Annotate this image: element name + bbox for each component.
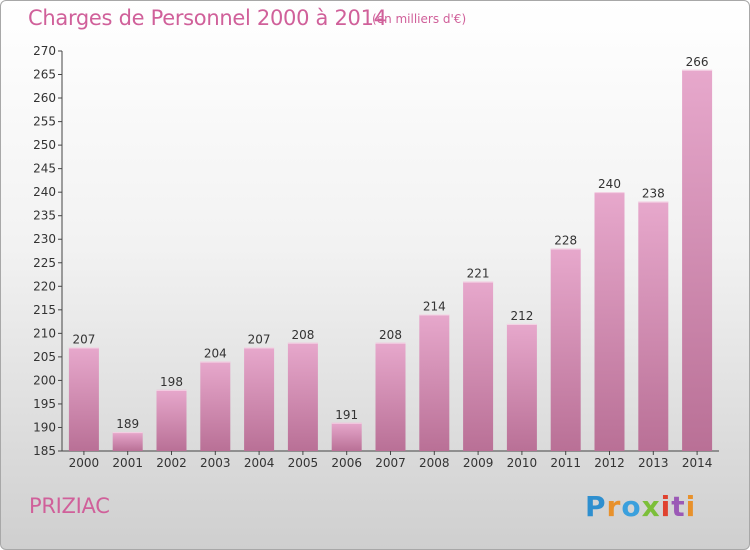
data-label: 208 bbox=[379, 328, 402, 342]
bar bbox=[331, 422, 362, 451]
x-tick-label: 2007 bbox=[375, 456, 406, 470]
data-label: 204 bbox=[204, 347, 227, 361]
logo-letter: o bbox=[621, 490, 642, 523]
bar bbox=[638, 201, 669, 451]
logo-letter: i bbox=[685, 490, 697, 523]
data-label: 198 bbox=[160, 375, 183, 389]
data-label: 207 bbox=[248, 332, 271, 346]
data-label: 189 bbox=[116, 417, 139, 431]
chart-subtitle: (en milliers d'€) bbox=[372, 12, 467, 26]
y-tick-label: 195 bbox=[33, 397, 56, 411]
x-tick-label: 2013 bbox=[638, 456, 669, 470]
y-tick-label: 235 bbox=[33, 209, 56, 223]
bar bbox=[68, 347, 99, 451]
y-tick-label: 210 bbox=[33, 326, 56, 340]
bar-series: 207 189 198 204 207 208 191 208 214 221 212 228 240 2… bbox=[68, 55, 713, 452]
y-tick-label: 265 bbox=[33, 68, 56, 82]
proxiti-logo[interactable]: Proxiti bbox=[585, 490, 696, 523]
y-tick-label: 240 bbox=[33, 185, 56, 199]
y-tick-label: 225 bbox=[33, 256, 56, 270]
y-tick-label: 205 bbox=[33, 350, 56, 364]
commune-name: PRIZIAC bbox=[29, 494, 110, 518]
logo-letter: i bbox=[660, 490, 672, 523]
data-label: 208 bbox=[291, 328, 314, 342]
data-label: 221 bbox=[467, 267, 490, 281]
y-tick-label: 215 bbox=[33, 303, 56, 317]
data-label: 212 bbox=[510, 309, 533, 323]
bar bbox=[156, 389, 187, 451]
data-label: 214 bbox=[423, 300, 446, 314]
bar bbox=[287, 342, 318, 451]
logo-letter: r bbox=[606, 490, 622, 523]
bar bbox=[244, 347, 275, 451]
bar bbox=[112, 432, 143, 451]
x-tick-label: 2008 bbox=[419, 456, 450, 470]
bar bbox=[200, 361, 231, 451]
y-tick-label: 190 bbox=[33, 420, 56, 434]
y-tick-label: 255 bbox=[33, 115, 56, 129]
x-axis: 2000 2001 2002 2003 2004 2005 2006 2007 2008 2009… bbox=[62, 450, 719, 470]
logo-letter: x bbox=[641, 490, 661, 523]
y-tick-label: 260 bbox=[33, 91, 56, 105]
x-tick-label: 2012 bbox=[594, 456, 625, 470]
bar bbox=[506, 323, 537, 451]
x-tick-label: 2011 bbox=[550, 456, 581, 470]
x-tick-label: 2000 bbox=[69, 456, 100, 470]
x-tick-label: 2009 bbox=[463, 456, 494, 470]
y-tick-label: 230 bbox=[33, 232, 56, 246]
chart-title: Charges de Personnel 2000 à 2014 bbox=[28, 6, 387, 30]
x-tick-label: 2014 bbox=[682, 456, 713, 470]
x-tick-label: 2001 bbox=[112, 456, 143, 470]
bar bbox=[550, 248, 581, 451]
data-label: 266 bbox=[686, 55, 709, 69]
data-label: 191 bbox=[335, 408, 358, 422]
data-label: 240 bbox=[598, 177, 621, 191]
logo-letter: P bbox=[585, 490, 607, 523]
x-tick-label: 2006 bbox=[331, 456, 362, 470]
x-tick-label: 2005 bbox=[288, 456, 319, 470]
bar bbox=[594, 192, 625, 452]
y-tick-label: 250 bbox=[33, 138, 56, 152]
bar bbox=[419, 314, 450, 451]
y-tick-label: 185 bbox=[33, 444, 56, 458]
bar bbox=[463, 281, 494, 451]
bar bbox=[682, 69, 713, 451]
y-tick-label: 245 bbox=[33, 162, 56, 176]
x-tick-label: 2002 bbox=[156, 456, 187, 470]
x-tick-label: 2004 bbox=[244, 456, 275, 470]
y-axis: 185 190 195 200 205 210 215 220 225 230 235 240 245 2… bbox=[33, 44, 63, 458]
y-tick-label: 200 bbox=[33, 373, 56, 387]
data-label: 228 bbox=[554, 234, 577, 248]
data-label: 238 bbox=[642, 187, 665, 201]
logo-letter: t bbox=[671, 490, 686, 523]
x-tick-label: 2003 bbox=[200, 456, 231, 470]
x-tick-label: 2010 bbox=[507, 456, 538, 470]
y-tick-label: 220 bbox=[33, 279, 56, 293]
y-tick-label: 270 bbox=[33, 44, 56, 58]
bar bbox=[375, 342, 406, 451]
data-label: 207 bbox=[72, 332, 95, 346]
